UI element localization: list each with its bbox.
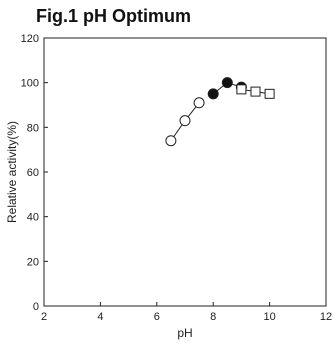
data-point bbox=[221, 77, 233, 89]
chart-title: Fig.1 pH Optimum bbox=[36, 6, 191, 26]
x-tick-label: 2 bbox=[41, 311, 47, 323]
y-tick-label: 100 bbox=[21, 78, 39, 90]
series-square-open bbox=[236, 84, 275, 99]
x-tick-label: 4 bbox=[97, 311, 103, 323]
y-tick-label: 0 bbox=[33, 301, 39, 313]
series-layer bbox=[165, 77, 275, 147]
plot-frame bbox=[43, 37, 327, 307]
y-tick-label: 20 bbox=[27, 256, 39, 268]
series-circle-open bbox=[165, 97, 205, 147]
data-point bbox=[264, 88, 275, 99]
x-tick-label: 12 bbox=[320, 311, 332, 323]
axes bbox=[43, 37, 327, 307]
x-axis-label: pH bbox=[177, 326, 192, 340]
data-point bbox=[236, 84, 247, 95]
y-tick-label: 80 bbox=[27, 122, 39, 134]
x-tick-label: 6 bbox=[154, 311, 160, 323]
data-point bbox=[207, 88, 219, 100]
data-point bbox=[179, 115, 191, 127]
y-tick-label: 120 bbox=[21, 33, 39, 45]
ticks: 0 20 40 60 80 100 120 2 4 6 8 10 12 bbox=[21, 33, 332, 323]
y-tick-label: 40 bbox=[27, 212, 39, 224]
data-point bbox=[193, 97, 205, 109]
y-axis-label: Relative activity(%) bbox=[5, 121, 19, 223]
data-point bbox=[165, 135, 177, 147]
x-tick-label: 10 bbox=[263, 311, 275, 323]
data-point bbox=[250, 86, 261, 97]
x-tick-label: 8 bbox=[210, 311, 216, 323]
y-tick-label: 60 bbox=[27, 167, 39, 179]
